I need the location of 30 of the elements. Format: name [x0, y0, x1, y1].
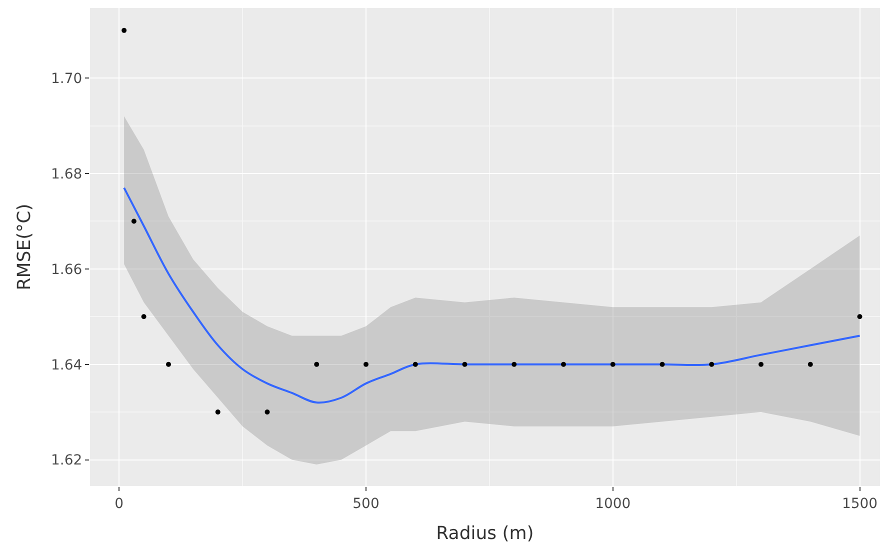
- point: [412, 362, 418, 367]
- point: [264, 410, 270, 415]
- point: [141, 314, 146, 320]
- y-tick-label: 1.68: [51, 166, 82, 182]
- point: [314, 362, 320, 367]
- point: [808, 362, 813, 367]
- point: [709, 362, 714, 367]
- point: [122, 28, 127, 33]
- y-tick-label: 1.62: [51, 452, 82, 469]
- y-tick-label: 1.64: [51, 357, 82, 374]
- point: [857, 314, 862, 320]
- x-tick-label: 500: [352, 496, 380, 512]
- point: [660, 362, 665, 367]
- point: [364, 362, 369, 367]
- y-tick-label: 1.66: [51, 262, 82, 278]
- point: [610, 362, 616, 367]
- y-tick-label: 1.70: [51, 71, 82, 88]
- x-tick-label: 0: [114, 496, 124, 512]
- point: [166, 362, 172, 367]
- point: [758, 362, 764, 367]
- x-tick-label: 1000: [595, 496, 631, 512]
- x-tick-label: 1500: [842, 496, 878, 512]
- point: [512, 362, 517, 367]
- point: [561, 362, 566, 367]
- y-axis-title: RMSE(°C): [14, 204, 36, 290]
- line-series: [123, 186, 861, 404]
- point: [462, 362, 468, 367]
- x-axis-title: Radius (m): [436, 522, 534, 544]
- point: [131, 218, 136, 224]
- point: [215, 410, 220, 415]
